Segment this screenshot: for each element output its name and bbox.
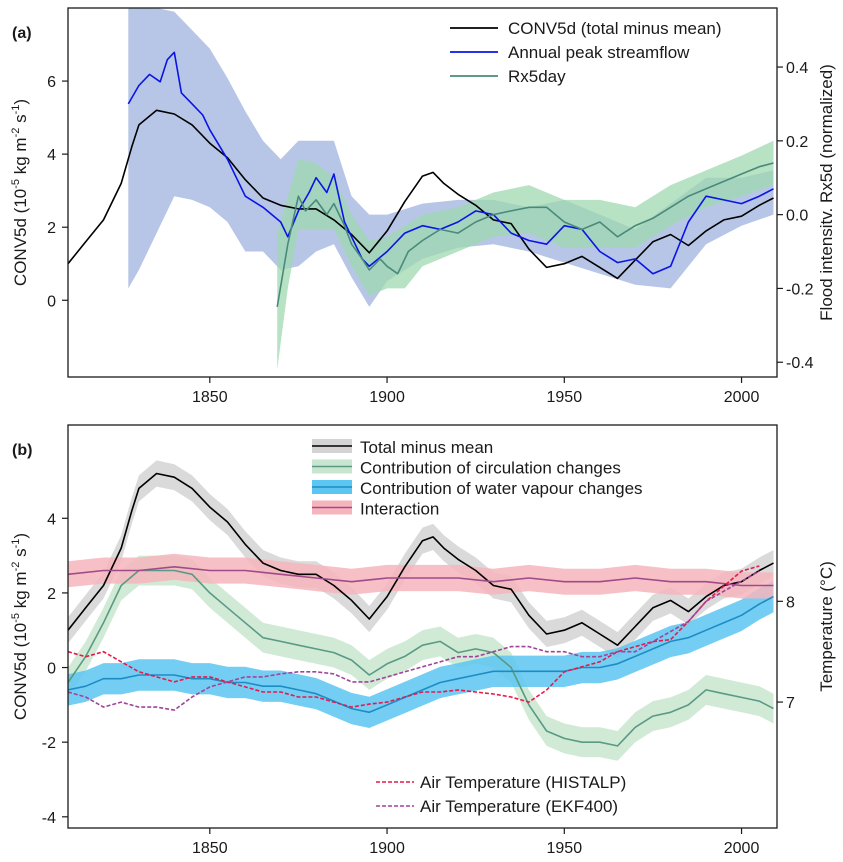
y-left-axis-label-exponent: -5 (10, 613, 22, 623)
legend-label: Annual peak streamflow (508, 43, 690, 62)
band-contribution-of-water-vapour-changes (68, 581, 774, 728)
y-left-tick-label: 4 (47, 511, 56, 528)
y-right-tick-label: -0.4 (786, 355, 814, 372)
series-line-air-temperature-histalp- (68, 565, 760, 708)
y-left-axis-label-part: ) (11, 533, 30, 539)
series-line-annual-peak-streamflow (127, 51, 774, 275)
x-tick-label: 1850 (192, 840, 228, 857)
legend-label: Air Temperature (EKF400) (420, 797, 618, 816)
plot-area (68, 460, 774, 761)
series-line-contribution-of-water-vapour-changes (68, 595, 774, 714)
x-tick-label: 1850 (192, 389, 228, 406)
plot-frame (67, 7, 778, 378)
y-left-axis-label: CONV5d (10-5 kg m-2 s-1) (10, 533, 30, 720)
band-interaction (68, 553, 774, 599)
y-left-axis-label-part: s (11, 114, 30, 127)
y-left-tick-label: 2 (47, 220, 56, 237)
y-left-tick-label: 4 (47, 147, 56, 164)
x-tick-label: 2000 (724, 840, 760, 857)
series-line-contribution-of-circulation-changes (68, 569, 774, 747)
y-left-axis-label-part: CONV5d (10 (11, 189, 30, 286)
y-left-axis-label-exponent: -1 (10, 105, 22, 115)
y-left-axis-label: CONV5d (10-5 kg m-2 s-1) (10, 99, 30, 286)
plot-frame (67, 424, 778, 829)
x-tick-label: 2000 (724, 389, 760, 406)
legend-label: Interaction (360, 500, 439, 519)
plot-area (68, 8, 774, 370)
y-left-axis-label-part: kg m (11, 571, 30, 613)
y-left-axis-label-part: kg m (11, 137, 30, 179)
y-left-axis-label-exponent: -2 (10, 562, 22, 572)
x-tick-label: 1950 (547, 840, 583, 857)
legend-label: Air Temperature (HISTALP) (420, 773, 626, 792)
y-right-tick-label: 0.4 (786, 60, 808, 77)
y-left-axis-label-part: ) (11, 99, 30, 105)
y-left-axis-label-part: CONV5d (10 (11, 623, 30, 720)
y-left-tick-label: 6 (47, 74, 56, 91)
panel-a: 1850 1900 1950 2000 0 2 4 6 -0.4 -0.2 0.0 0.2 0.4 (a)… (10, 7, 836, 406)
x-tick-label: 1900 (369, 389, 405, 406)
y-left-tick-label: 2 (47, 586, 56, 603)
y-right-tick-label: 7 (786, 695, 795, 712)
y-right-axis-label: Temperature (°C) (817, 561, 836, 692)
band-total-minus-mean (68, 460, 774, 659)
series-line-total-minus-mean (68, 472, 774, 647)
y-left-axis-label-exponent: -1 (10, 539, 22, 549)
y-left-axis-label-part: s (11, 548, 30, 561)
y-left-tick-label: -4 (42, 810, 56, 827)
legend: Total minus mean Contribution of circulat… (312, 438, 643, 816)
band-contribution-of-circulation-changes (68, 555, 774, 761)
series-line-interaction (68, 565, 774, 587)
y-left-tick-label: 0 (47, 293, 56, 310)
legend-label: Total minus mean (360, 438, 493, 457)
panel-tag: (a) (12, 25, 32, 42)
uncertainty-band-rx5day (277, 140, 774, 370)
legend-label: Contribution of water vapour changes (360, 479, 643, 498)
y-left-tick-label: -2 (42, 735, 56, 752)
y-left-tick-label: 0 (47, 661, 56, 678)
x-tick-label: 1950 (547, 389, 583, 406)
legend-label: CONV5d (total minus mean) (508, 19, 722, 38)
y-right-axis-label: Flood intensitv. Rx5d (normalized) (817, 64, 836, 321)
series-line-conv5d-total-minus-mean- (68, 109, 774, 280)
panel-b: 1850 1900 1950 2000 -4 -2 0 2 4 7 8 (b) CONV5d (10-5… (10, 424, 836, 857)
y-right-tick-label: -0.2 (786, 281, 814, 298)
legend-label: Contribution of circulation changes (360, 459, 621, 478)
panel-tag: (b) (12, 442, 32, 459)
y-right-tick-label: 0.0 (786, 208, 808, 225)
y-right-tick-label: 8 (786, 594, 795, 611)
series-line-air-temperature-ekf400- (68, 570, 760, 711)
legend: CONV5d (total minus mean) Annual peak str… (450, 19, 722, 86)
series-line-rx5day (276, 162, 774, 308)
y-left-axis-label-exponent: -2 (10, 128, 22, 138)
y-left-axis-label-exponent: -5 (10, 179, 22, 189)
legend-label: Rx5day (508, 67, 566, 86)
x-tick-label: 1900 (369, 840, 405, 857)
y-right-tick-label: 0.2 (786, 134, 808, 151)
